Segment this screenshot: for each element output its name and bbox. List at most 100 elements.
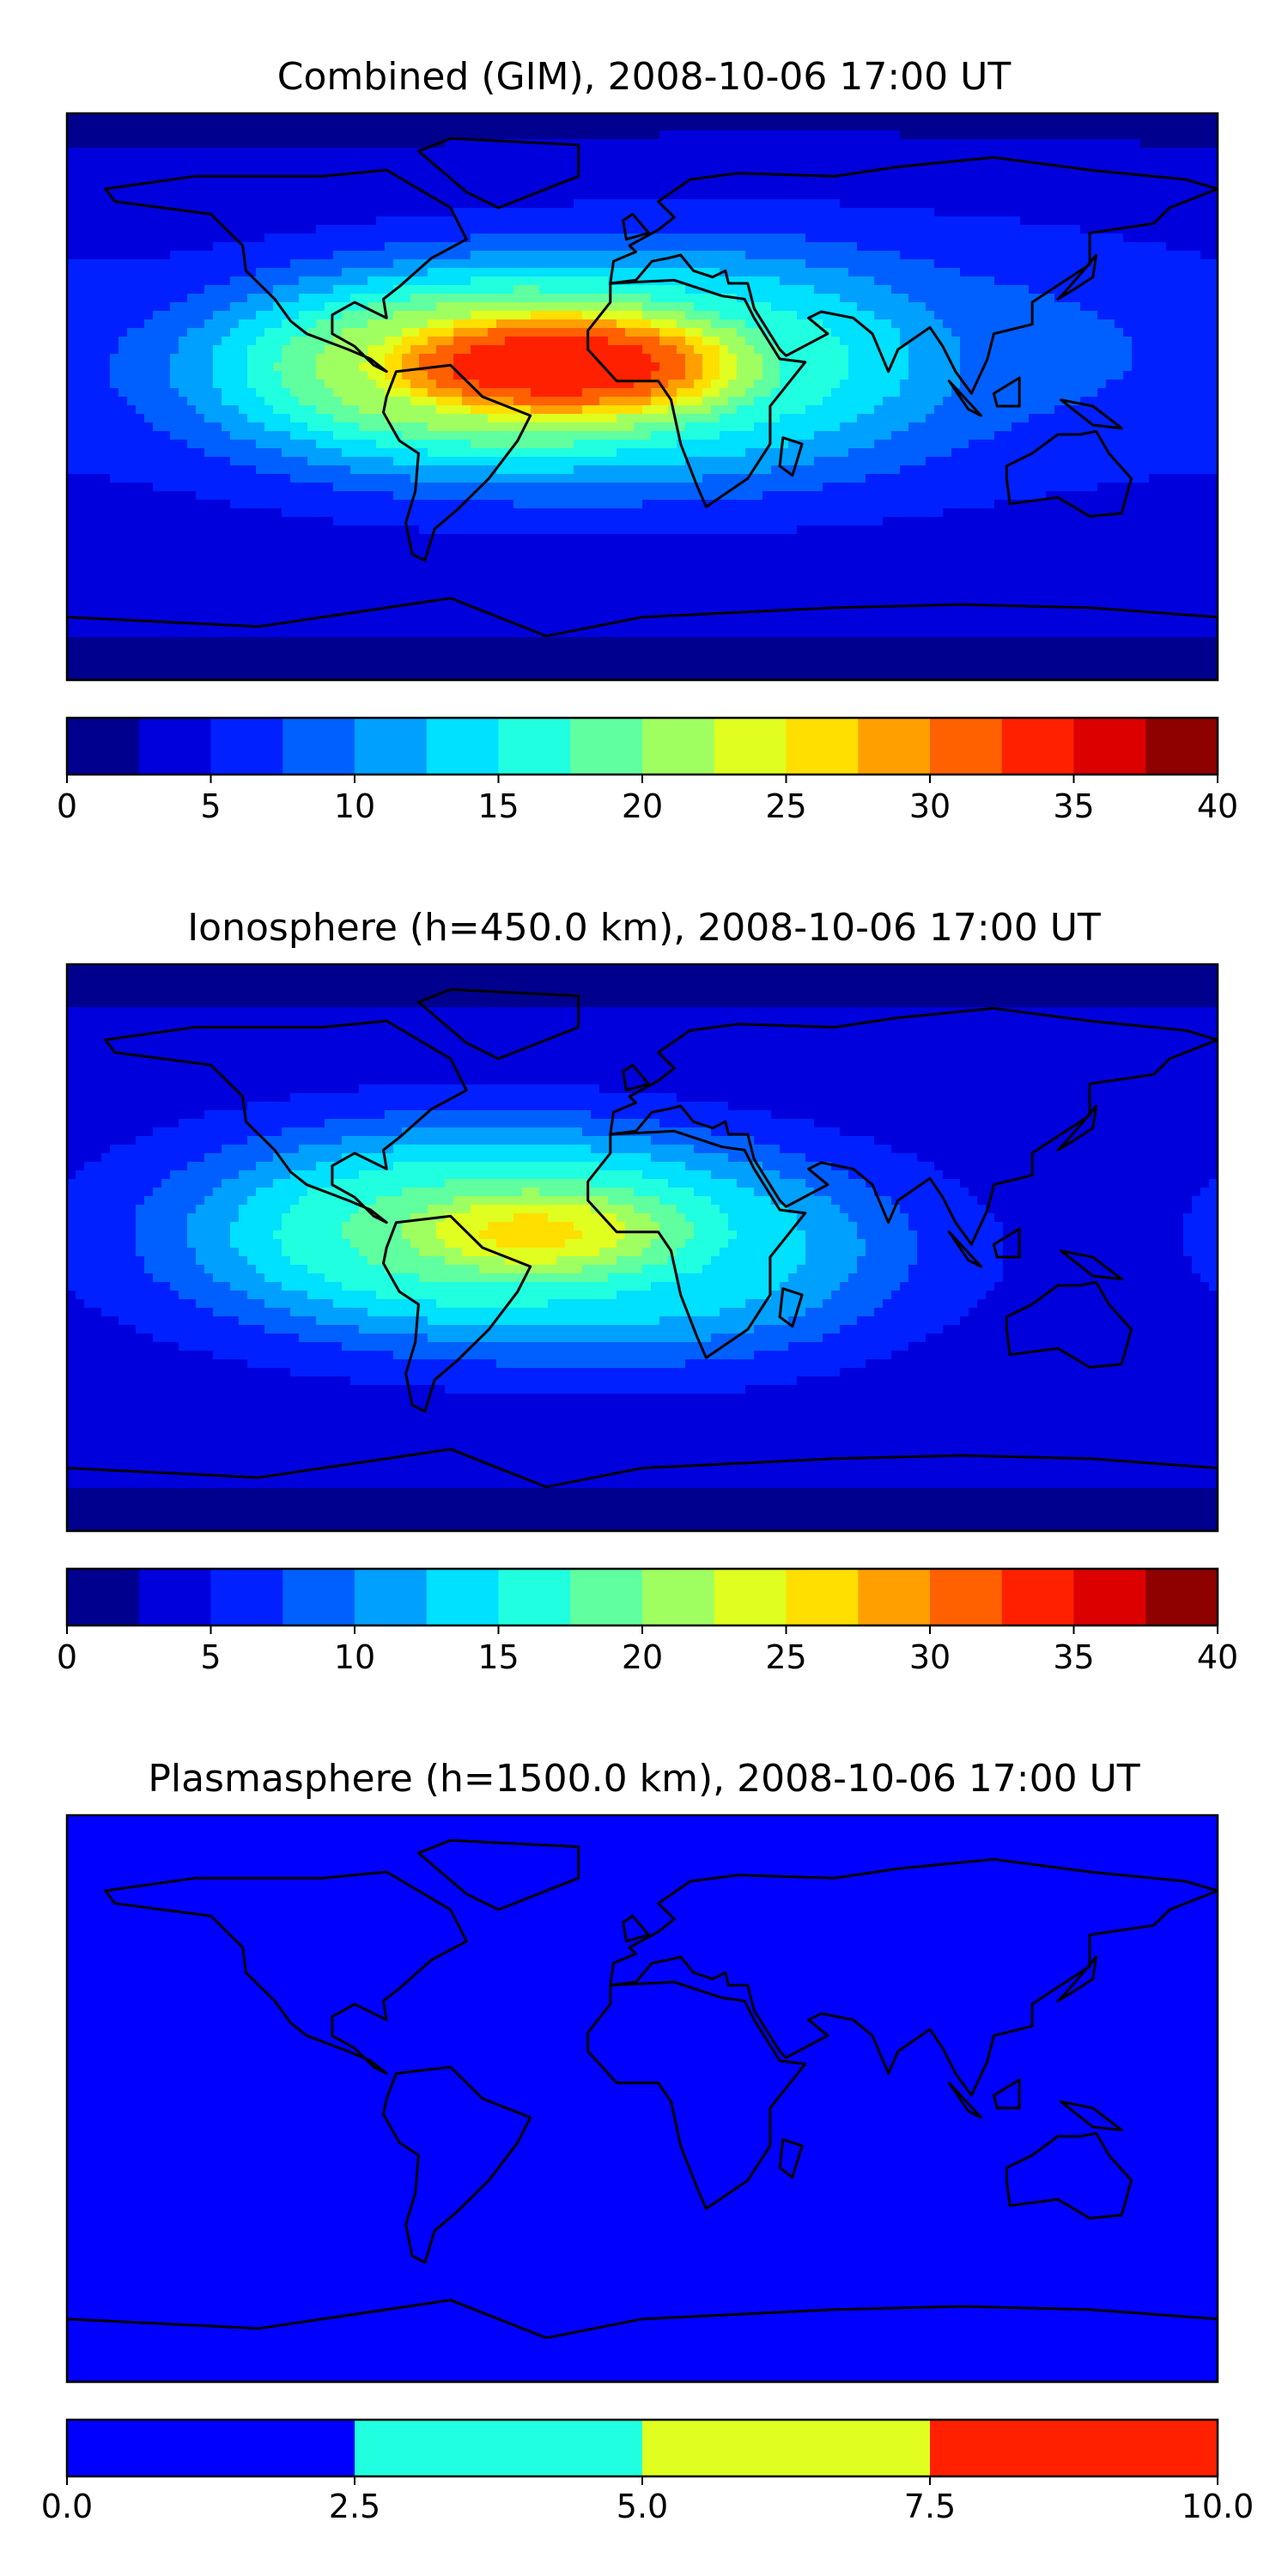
field-cell — [702, 328, 712, 337]
field-cell — [831, 294, 841, 303]
field-cell — [273, 259, 283, 269]
field-cell — [702, 148, 712, 157]
field-cell — [307, 131, 317, 140]
field-cell — [565, 173, 574, 183]
field-cell — [471, 362, 480, 372]
field-cell — [977, 328, 987, 337]
field-cell — [488, 173, 497, 183]
field-cell — [393, 388, 403, 398]
field-cell — [307, 414, 317, 423]
field-cell — [299, 165, 308, 174]
field-cell — [479, 371, 489, 380]
field-cell — [685, 131, 695, 140]
field-cell — [1063, 422, 1072, 432]
field-cell — [513, 191, 523, 200]
field-cell — [1157, 380, 1167, 389]
field-cell — [823, 371, 832, 380]
field-cell — [874, 405, 884, 415]
field-cell — [625, 397, 635, 406]
field-cell — [333, 234, 343, 243]
field-cell — [488, 276, 497, 286]
field-cell — [943, 380, 952, 389]
field-cell — [1089, 156, 1098, 166]
field-cell — [702, 165, 712, 174]
field-cell — [539, 294, 549, 303]
field-cell — [1003, 191, 1012, 200]
field-cell — [247, 311, 257, 320]
field-cell — [728, 328, 738, 337]
field-cell — [866, 148, 875, 157]
field-cell — [702, 345, 712, 355]
field-cell — [110, 148, 119, 157]
field-cell — [926, 328, 935, 337]
field-cell — [934, 165, 944, 174]
field-cell — [677, 380, 686, 389]
field-cell — [1132, 208, 1141, 217]
field-cell — [1166, 319, 1176, 329]
field-cell — [1080, 388, 1090, 398]
field-cell — [350, 328, 360, 337]
field-cell — [1029, 182, 1038, 191]
field-cell — [840, 302, 849, 312]
field-cell — [1012, 208, 1021, 217]
field-cell — [720, 276, 729, 286]
field-cell — [161, 371, 171, 380]
field-cell — [282, 337, 291, 346]
field-cell — [179, 182, 188, 191]
field-cell — [762, 199, 772, 209]
field-cell — [788, 191, 798, 200]
field-cell — [1003, 216, 1012, 226]
field-cell — [136, 431, 145, 440]
field-cell — [651, 362, 660, 372]
field-cell — [720, 191, 729, 200]
field-cell — [780, 182, 789, 191]
field-cell — [273, 208, 283, 217]
field-cell — [299, 302, 308, 312]
field-cell — [582, 380, 592, 389]
field-cell — [496, 216, 506, 226]
field-cell — [548, 148, 557, 157]
field-cell — [359, 337, 368, 346]
field-cell — [531, 371, 540, 380]
field-cell — [196, 354, 205, 363]
field-cell — [325, 148, 334, 157]
field-cell — [410, 337, 420, 346]
field-cell — [737, 362, 746, 372]
field-cell — [256, 113, 265, 123]
field-cell — [445, 397, 454, 406]
field-cell — [204, 302, 214, 312]
field-cell — [823, 122, 832, 131]
field-cell — [574, 225, 583, 234]
field-cell — [333, 302, 343, 312]
field-cell — [1089, 259, 1098, 269]
field-cell — [247, 319, 257, 329]
field-cell — [445, 422, 454, 432]
field-cell — [625, 191, 635, 200]
field-cell — [711, 191, 720, 200]
field-cell — [1192, 422, 1201, 432]
field-cell — [805, 122, 815, 131]
field-cell — [204, 371, 214, 380]
field-cell — [866, 276, 875, 286]
field-cell — [797, 234, 806, 243]
field-cell — [780, 302, 789, 312]
field-cell — [1123, 191, 1133, 200]
field-cell — [934, 156, 944, 166]
field-cell — [874, 371, 884, 380]
field-cell — [453, 380, 463, 389]
field-cell — [144, 122, 154, 131]
field-cell — [488, 242, 497, 252]
field-cell — [1037, 397, 1047, 406]
field-cell — [1029, 234, 1038, 243]
field-cell — [548, 337, 557, 346]
field-cell — [634, 337, 643, 346]
field-cell — [711, 311, 720, 320]
field-cell — [522, 380, 532, 389]
field-cell — [204, 345, 214, 355]
field-cell — [659, 225, 669, 234]
field-cell — [1037, 405, 1047, 415]
field-cell — [419, 276, 428, 286]
field-cell — [677, 397, 686, 406]
field-cell — [230, 354, 240, 363]
field-cell — [282, 113, 291, 123]
